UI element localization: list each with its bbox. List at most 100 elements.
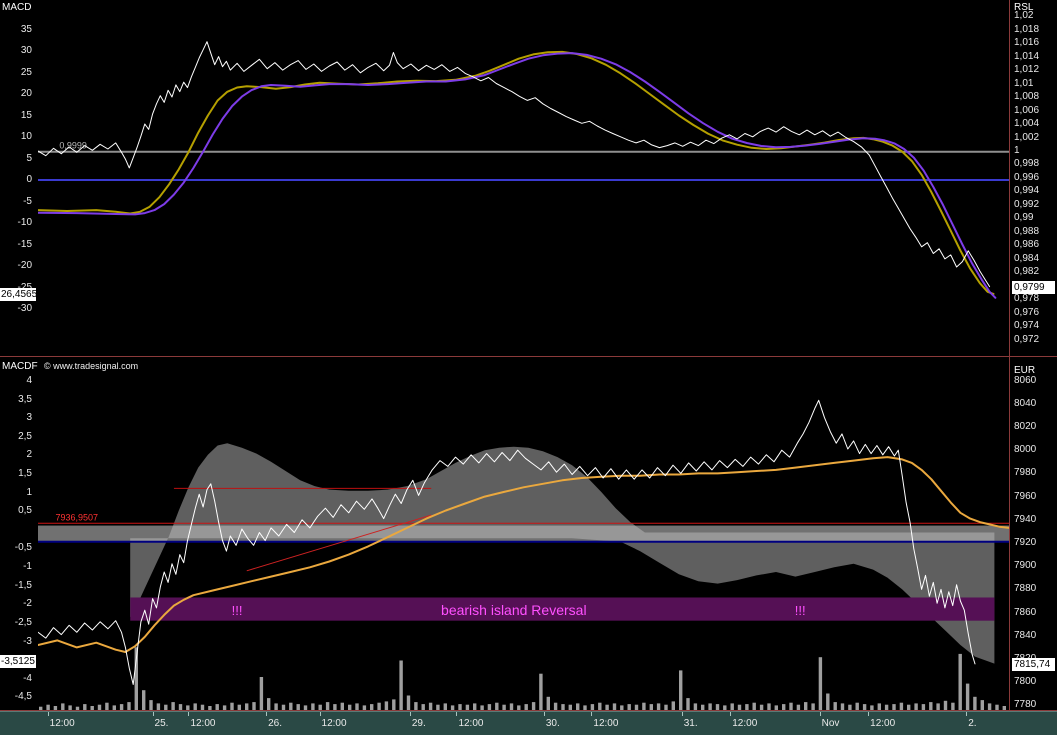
axis-tick-label: 7940 xyxy=(1014,514,1037,525)
axis-tick-label: 3 xyxy=(26,412,32,423)
x-axis-label: 12:00 xyxy=(458,718,484,729)
x-axis-tick xyxy=(47,712,49,716)
axis-tick-label: 1,014 xyxy=(1014,51,1040,62)
axis-tick-label: 7780 xyxy=(1014,699,1037,710)
axis-tick-label: -1,5 xyxy=(14,580,32,591)
x-axis[interactable]: 12:00 25. 12:00 26. 12:00 29. 12:00 30. 12:00 31.… xyxy=(0,711,1057,735)
top-chart-svg: 0,9999 xyxy=(38,41,1009,299)
plot-right-border xyxy=(1009,0,1010,711)
axis-tick-label: 7980 xyxy=(1014,467,1037,478)
panel-bottom-left-axis: -3,5125 4 3,5 3 2,5 2 1,5 1 0,5 -0,5 -1 -1,5 -2 -2,5… xyxy=(0,362,36,710)
axis-tick-label: 1,02 xyxy=(1014,10,1034,21)
axis-tick-label: 0,998 xyxy=(1014,158,1040,169)
svg-text:bearish island Reversal: bearish island Reversal xyxy=(441,602,587,618)
x-axis-label: 25. xyxy=(154,718,169,729)
x-axis-label: 12:00 xyxy=(190,718,216,729)
x-axis-tick xyxy=(188,712,190,716)
axis-tick-label: 1,008 xyxy=(1014,91,1040,102)
axis-tick-label: 1,012 xyxy=(1014,64,1040,75)
axis-tick-label: 35 xyxy=(20,24,32,35)
axis-tick-label: -20 xyxy=(17,260,32,271)
x-axis-label: 12:00 xyxy=(321,718,347,729)
panel-separator[interactable] xyxy=(0,356,1057,357)
x-axis-tick xyxy=(966,712,968,716)
axis-tick-label: 1,004 xyxy=(1014,118,1040,129)
axis-tick-label: 0,972 xyxy=(1014,334,1040,345)
plot-bottom-border xyxy=(0,710,1057,711)
axis-tick-label: -15 xyxy=(17,239,32,250)
x-axis-tick xyxy=(152,712,154,716)
x-axis-label: Nov xyxy=(821,718,840,729)
eur-current-value-box: 7815,74 xyxy=(1012,658,1055,671)
x-axis-label: 12:00 xyxy=(593,718,619,729)
axis-tick-label: 7920 xyxy=(1014,537,1037,548)
axis-tick-label: 2,5 xyxy=(18,431,32,442)
x-axis-tick xyxy=(819,712,821,716)
x-axis-label: 2. xyxy=(968,718,977,729)
x-axis-tick xyxy=(543,712,545,716)
x-axis-label: 26. xyxy=(268,718,283,729)
axis-tick-label: 1,018 xyxy=(1014,24,1040,35)
panel-bottom-right-axis: 7815,74 8060 8040 8020 8000 7980 7960 7940 7920… xyxy=(1012,362,1057,710)
axis-tick-label: -1 xyxy=(23,561,32,572)
x-axis-label: 31. xyxy=(683,718,698,729)
rsl-current-value-box: 0,9799 xyxy=(1012,281,1055,294)
panel-bottom-plot[interactable]: 7936,9507 bearish island Reversal!!!!!! xyxy=(38,362,1009,710)
axis-tick-label: 1 xyxy=(26,487,32,498)
axis-tick-label: 0,976 xyxy=(1014,307,1040,318)
axis-tick-label: 7880 xyxy=(1014,583,1037,594)
x-axis-tick xyxy=(868,712,870,716)
axis-tick-label: 8040 xyxy=(1014,398,1037,409)
axis-tick-label: 25 xyxy=(20,67,32,78)
axis-tick-label: 4 xyxy=(26,375,32,386)
x-axis-tick xyxy=(730,712,732,716)
axis-tick-label: 8000 xyxy=(1014,444,1037,455)
axis-tick-label: -5 xyxy=(23,196,32,207)
x-axis-label: 12:00 xyxy=(49,718,75,729)
axis-tick-label: 0,978 xyxy=(1014,293,1040,304)
axis-tick-label: 0,992 xyxy=(1014,199,1040,210)
x-axis-tick xyxy=(591,712,593,716)
axis-tick-label: 1,016 xyxy=(1014,37,1040,48)
x-axis-label: 30. xyxy=(545,718,560,729)
x-axis-tick xyxy=(319,712,321,716)
axis-tick-label: 0,974 xyxy=(1014,320,1040,331)
axis-tick-label: 0,996 xyxy=(1014,172,1040,183)
bottom-panel-right-axis-title: EUR xyxy=(1014,365,1036,376)
panel-top-plot[interactable]: 0,9999 xyxy=(38,8,1009,352)
svg-text:0,9999: 0,9999 xyxy=(59,141,87,151)
axis-tick-label: -30 xyxy=(17,303,32,314)
axis-tick-label: -10 xyxy=(17,217,32,228)
x-axis-tick xyxy=(266,712,268,716)
x-axis-tick xyxy=(409,712,411,716)
axis-tick-label: -0,5 xyxy=(14,542,32,553)
axis-tick-label: -4,5 xyxy=(14,691,32,702)
bottom-panel-left-axis-title: MACDF xyxy=(2,361,38,372)
axis-tick-label: 7860 xyxy=(1014,607,1037,618)
axis-tick-label: 7960 xyxy=(1014,491,1037,502)
axis-tick-label: 30 xyxy=(20,45,32,56)
axis-tick-label: 1 xyxy=(1014,145,1020,156)
axis-tick-label: -4 xyxy=(23,673,32,684)
svg-text:!!!: !!! xyxy=(232,603,243,618)
copyright-label: © www.tradesignal.com xyxy=(44,361,139,371)
axis-tick-label: 3,5 xyxy=(18,394,32,405)
axis-tick-label: 1,002 xyxy=(1014,132,1040,143)
axis-tick-label: 8060 xyxy=(1014,375,1037,386)
axis-tick-label: 2 xyxy=(26,449,32,460)
axis-tick-label: 0,986 xyxy=(1014,239,1040,250)
axis-tick-label: -25 xyxy=(18,283,32,293)
x-axis-tick xyxy=(681,712,683,716)
axis-tick-label: 8020 xyxy=(1014,421,1037,432)
svg-text:7936,9507: 7936,9507 xyxy=(56,512,99,522)
bottom-chart-svg: 7936,9507 bearish island Reversal!!!!!! xyxy=(38,399,1009,710)
axis-tick-label: 15 xyxy=(20,110,32,121)
axis-tick-label: -2,5 xyxy=(14,617,32,628)
panel-top-right-axis: 0,9799 1,02 1,018 1,016 1,014 1,012 1,01 1,008… xyxy=(1012,8,1057,352)
axis-tick-label: 5 xyxy=(26,153,32,164)
axis-tick-label: 7840 xyxy=(1014,630,1037,641)
axis-tick-label: 0,99 xyxy=(1014,212,1034,223)
x-axis-label: 12:00 xyxy=(870,718,896,729)
axis-tick-label: 1,01 xyxy=(1014,78,1034,89)
axis-tick-label: -2 xyxy=(23,598,32,609)
